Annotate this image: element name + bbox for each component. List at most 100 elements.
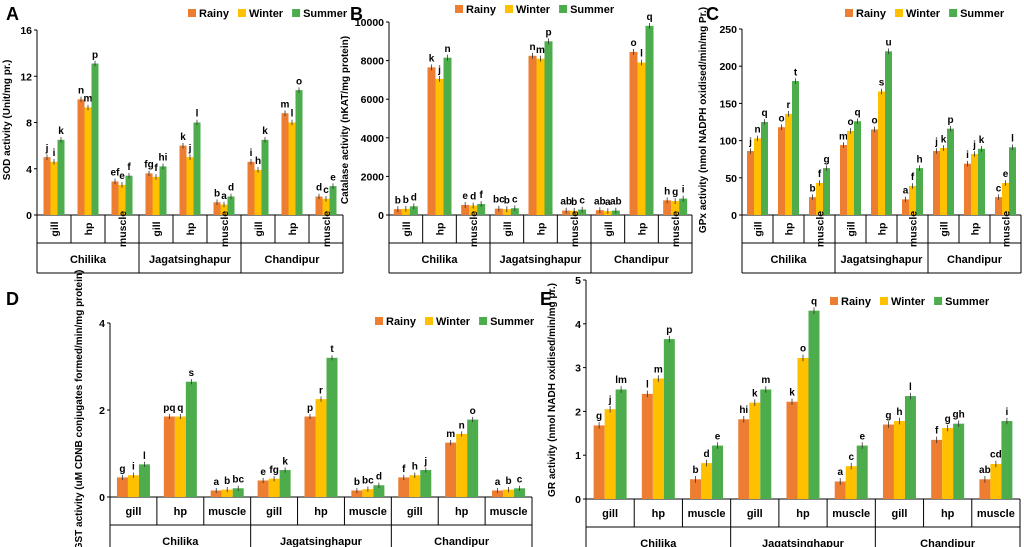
significance-letter: o — [847, 117, 853, 128]
bar-summer — [885, 51, 892, 215]
bar-winter — [536, 58, 545, 215]
significance-letter: e — [859, 431, 865, 442]
bar-rainy — [809, 197, 816, 215]
bar-summer — [159, 166, 167, 215]
bar-winter — [652, 378, 664, 499]
y-tick-label: 3 — [575, 363, 581, 375]
significance-letter: b — [506, 476, 512, 487]
panel-label: E — [540, 289, 552, 309]
significance-letter: l — [196, 109, 199, 120]
bar-summer — [409, 206, 418, 215]
bar-rainy — [964, 163, 971, 215]
bar-rainy — [213, 202, 221, 215]
y-tick-label: 150 — [719, 98, 737, 110]
significance-letter: e — [330, 172, 336, 183]
bar-summer — [467, 419, 479, 497]
y-tick-label: 6000 — [361, 94, 385, 106]
legend-label: Rainy — [386, 316, 417, 328]
y-tick-label: 0 — [26, 210, 32, 222]
significance-letter: c — [848, 452, 854, 463]
significance-letter: g — [885, 410, 891, 421]
legend-label: Winter — [891, 296, 926, 308]
bar-rainy — [840, 145, 847, 215]
bar-summer — [373, 485, 385, 497]
tissue-label: muscle — [490, 506, 528, 518]
bar-summer — [420, 470, 432, 497]
y-tick-label: 2000 — [361, 171, 385, 183]
y-tick-label: 200 — [719, 61, 737, 73]
bar-rainy — [593, 425, 605, 499]
bar-winter — [1002, 183, 1009, 215]
bar-summer — [761, 122, 768, 215]
legend-label: Winter — [249, 8, 284, 20]
bar-winter — [990, 463, 1002, 499]
bar-rainy — [629, 51, 638, 215]
bar-rainy — [461, 204, 470, 215]
legend-label: Rainy — [856, 8, 887, 20]
tissue-label: gill — [753, 221, 765, 236]
bar-rainy — [179, 145, 187, 215]
bar-winter — [362, 489, 374, 497]
bar-winter — [469, 205, 478, 215]
significance-letter: a — [605, 197, 611, 208]
significance-letter: l — [1011, 134, 1014, 145]
significance-letter: ab — [610, 197, 622, 208]
bar-summer — [1009, 147, 1016, 215]
tissue-label: hp — [435, 223, 447, 236]
significance-letter: p — [545, 27, 551, 38]
site-label: Chilika — [162, 536, 199, 547]
tissue-label: gill — [602, 508, 618, 520]
bar-summer — [227, 196, 235, 215]
significance-letter: j — [748, 137, 752, 148]
significance-letter: m — [839, 131, 848, 142]
bar-winter — [322, 198, 330, 215]
significance-letter: n — [529, 42, 535, 53]
y-tick-label: 1 — [575, 450, 581, 462]
bar-summer — [792, 81, 799, 215]
significance-letter: o — [630, 38, 636, 49]
significance-letter: j — [934, 137, 938, 148]
bar-summer — [477, 203, 486, 215]
significance-letter: lm — [615, 375, 627, 386]
significance-letter: pq — [163, 403, 175, 414]
y-tick-label: 100 — [719, 136, 737, 148]
bar-winter — [845, 466, 857, 499]
bar-winter — [152, 176, 160, 215]
significance-letter: b — [809, 183, 815, 194]
bar-rainy — [494, 208, 503, 215]
legend-label: Summer — [945, 296, 990, 308]
tissue-label: gill — [891, 508, 907, 520]
site-label: Jagatsinghapur — [841, 254, 924, 266]
significance-letter: m — [446, 429, 455, 440]
significance-letter: k — [262, 126, 268, 137]
significance-letter: b — [214, 189, 220, 200]
significance-letter: c — [517, 475, 523, 486]
bar-winter — [847, 130, 854, 215]
site-label: Chandipur — [434, 536, 490, 547]
bar-summer — [916, 168, 923, 215]
bar-summer — [295, 90, 303, 215]
y-tick-label: 8000 — [361, 56, 385, 68]
y-tick-label: 0 — [731, 210, 737, 222]
y-tick-label: 2 — [575, 406, 581, 418]
bar-winter — [503, 489, 515, 497]
bar-winter — [118, 184, 126, 215]
significance-letter: k — [752, 388, 758, 399]
bar-rainy — [43, 157, 51, 215]
significance-letter: b — [693, 465, 699, 476]
significance-letter: k — [979, 135, 985, 146]
significance-letter: s — [189, 368, 195, 379]
significance-letter: ab — [979, 465, 991, 476]
significance-letter: cd — [990, 450, 1002, 461]
y-tick-label: 50 — [725, 173, 737, 185]
significance-letter: o — [296, 76, 302, 87]
significance-letter: l — [909, 382, 912, 393]
bar-winter — [671, 201, 680, 215]
bar-winter — [221, 489, 233, 497]
significance-letter: d — [704, 449, 710, 460]
significance-letter: d — [470, 192, 476, 203]
bar-winter — [268, 478, 280, 497]
tissue-label: muscle — [321, 211, 333, 247]
